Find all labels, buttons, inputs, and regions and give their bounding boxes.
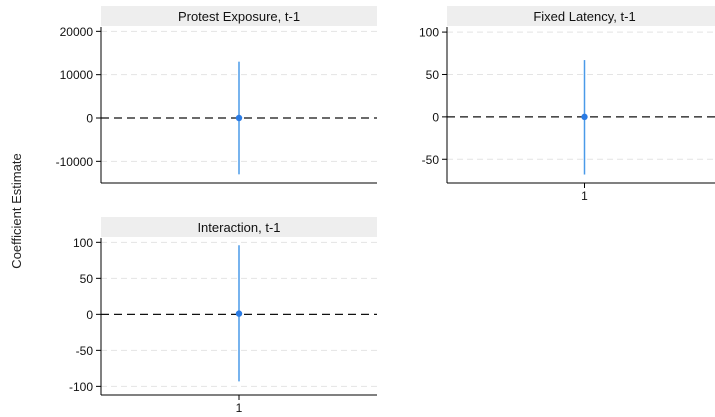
y-tick-label: 0 xyxy=(86,112,93,126)
panel-2: Fixed Latency, t-1 100 50 0 -50 1 xyxy=(419,6,715,203)
y-tick-label: -100 xyxy=(69,380,93,394)
panel-title: Protest Exposure, t-1 xyxy=(178,9,300,24)
y-tick-label: 0 xyxy=(432,110,439,124)
y-tick-label: 0 xyxy=(86,308,93,322)
y-tick-label: -10000 xyxy=(56,155,94,169)
y-tick-label: 50 xyxy=(426,68,440,82)
y-tick-label: 10000 xyxy=(60,68,94,82)
x-tick-label: 1 xyxy=(236,401,243,412)
panel-title-strip xyxy=(101,217,377,237)
point-estimate xyxy=(235,114,243,122)
point-estimate xyxy=(235,310,243,317)
point-estimate xyxy=(581,113,588,121)
panel-3: Interaction, t-1 100 50 0 -50 -100 1 xyxy=(69,217,377,415)
y-tick-label: 100 xyxy=(73,236,93,250)
panel-title: Interaction, t-1 xyxy=(197,220,280,235)
panel-title: Fixed Latency, t-1 xyxy=(533,9,635,24)
y-tick-label: 100 xyxy=(419,26,439,40)
panel-title-strip xyxy=(447,6,715,26)
panel-title-strip xyxy=(101,6,377,26)
panel-1: Protest Exposure, t-1 20000 10000 0 -10000 xyxy=(56,6,377,184)
y-axis-label: Coefficient Estimate xyxy=(9,153,24,268)
y-tick-label: -50 xyxy=(76,344,94,358)
y-tick-label: 50 xyxy=(80,272,94,286)
x-tick-label: 1 xyxy=(581,189,588,203)
y-tick-label: -50 xyxy=(422,153,440,167)
y-tick-label: 20000 xyxy=(60,25,94,39)
